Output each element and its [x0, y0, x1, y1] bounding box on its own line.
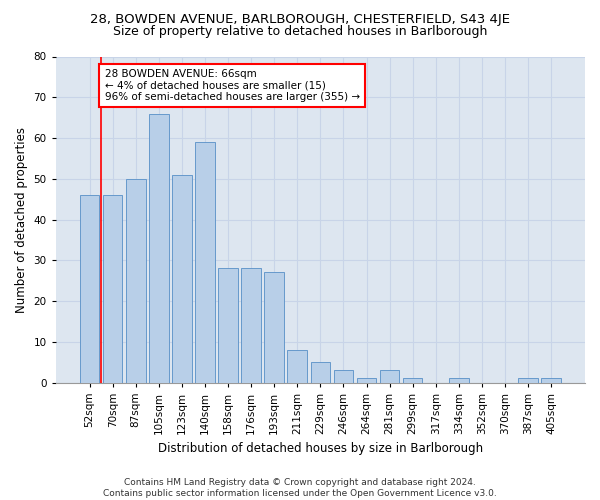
Bar — [403, 378, 422, 382]
Bar — [126, 179, 146, 382]
Text: Contains HM Land Registry data © Crown copyright and database right 2024.
Contai: Contains HM Land Registry data © Crown c… — [103, 478, 497, 498]
Bar — [241, 268, 261, 382]
Bar — [265, 272, 284, 382]
Bar — [334, 370, 353, 382]
Bar — [218, 268, 238, 382]
Bar — [287, 350, 307, 382]
Bar — [518, 378, 538, 382]
Bar — [380, 370, 400, 382]
Bar — [103, 195, 122, 382]
Bar — [541, 378, 561, 382]
Text: Size of property relative to detached houses in Barlborough: Size of property relative to detached ho… — [113, 25, 487, 38]
Bar — [357, 378, 376, 382]
Bar — [172, 174, 191, 382]
Bar — [80, 195, 100, 382]
X-axis label: Distribution of detached houses by size in Barlborough: Distribution of detached houses by size … — [158, 442, 483, 455]
Text: 28 BOWDEN AVENUE: 66sqm
← 4% of detached houses are smaller (15)
96% of semi-det: 28 BOWDEN AVENUE: 66sqm ← 4% of detached… — [104, 68, 360, 102]
Bar — [149, 114, 169, 382]
Text: 28, BOWDEN AVENUE, BARLBOROUGH, CHESTERFIELD, S43 4JE: 28, BOWDEN AVENUE, BARLBOROUGH, CHESTERF… — [90, 12, 510, 26]
Bar — [449, 378, 469, 382]
Bar — [195, 142, 215, 382]
Bar — [311, 362, 330, 382]
Y-axis label: Number of detached properties: Number of detached properties — [15, 126, 28, 312]
